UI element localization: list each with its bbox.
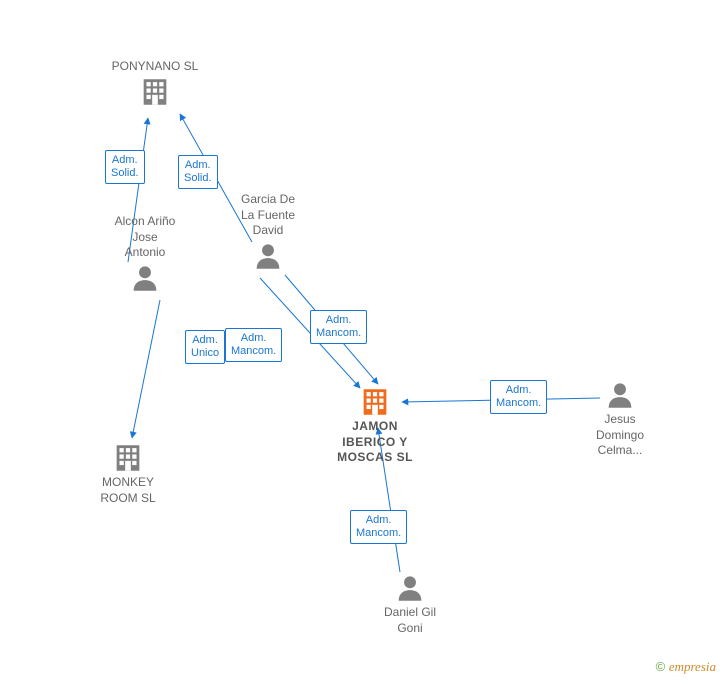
node-label: JAMON IBERICO Y MOSCAS SL [325,419,425,466]
edge-label: Adm. Mancom. [310,310,367,344]
edge-label: Adm. Mancom. [225,328,282,362]
building-icon [111,441,145,475]
person-icon [393,571,427,605]
node-jesus[interactable]: Jesus Domingo Celma... [570,378,670,459]
node-label: PONYNANO SL [105,59,205,75]
person-icon [128,261,162,295]
watermark: © empresia [656,659,716,675]
edge-label: Adm. Solid. [178,155,218,189]
node-garcia[interactable]: Garcia De La Fuente David [218,192,318,273]
node-label: Alcon Ariño Jose Antonio [95,214,195,261]
brand-name: empresia [669,659,716,674]
building-icon [358,385,392,419]
node-label: Garcia De La Fuente David [218,192,318,239]
edge-label: Adm. Mancom. [350,510,407,544]
edge-label: Adm. Mancom. [490,380,547,414]
node-jamon[interactable]: JAMON IBERICO Y MOSCAS SL [325,385,425,466]
node-ponynano[interactable]: PONYNANO SL [105,59,205,109]
node-label: Jesus Domingo Celma... [570,412,670,459]
node-label: MONKEY ROOM SL [78,475,178,506]
person-icon [251,239,285,273]
copyright-symbol: © [656,659,666,674]
node-label: Daniel Gil Goni [360,605,460,636]
node-alcon[interactable]: Alcon Ariño Jose Antonio [95,214,195,295]
node-monkey[interactable]: MONKEY ROOM SL [78,441,178,506]
edge-line [132,300,160,438]
edge-label: Adm. Unico [185,330,225,364]
building-icon [138,75,172,109]
person-icon [603,378,637,412]
node-daniel[interactable]: Daniel Gil Goni [360,571,460,636]
edge-label: Adm. Solid. [105,150,145,184]
